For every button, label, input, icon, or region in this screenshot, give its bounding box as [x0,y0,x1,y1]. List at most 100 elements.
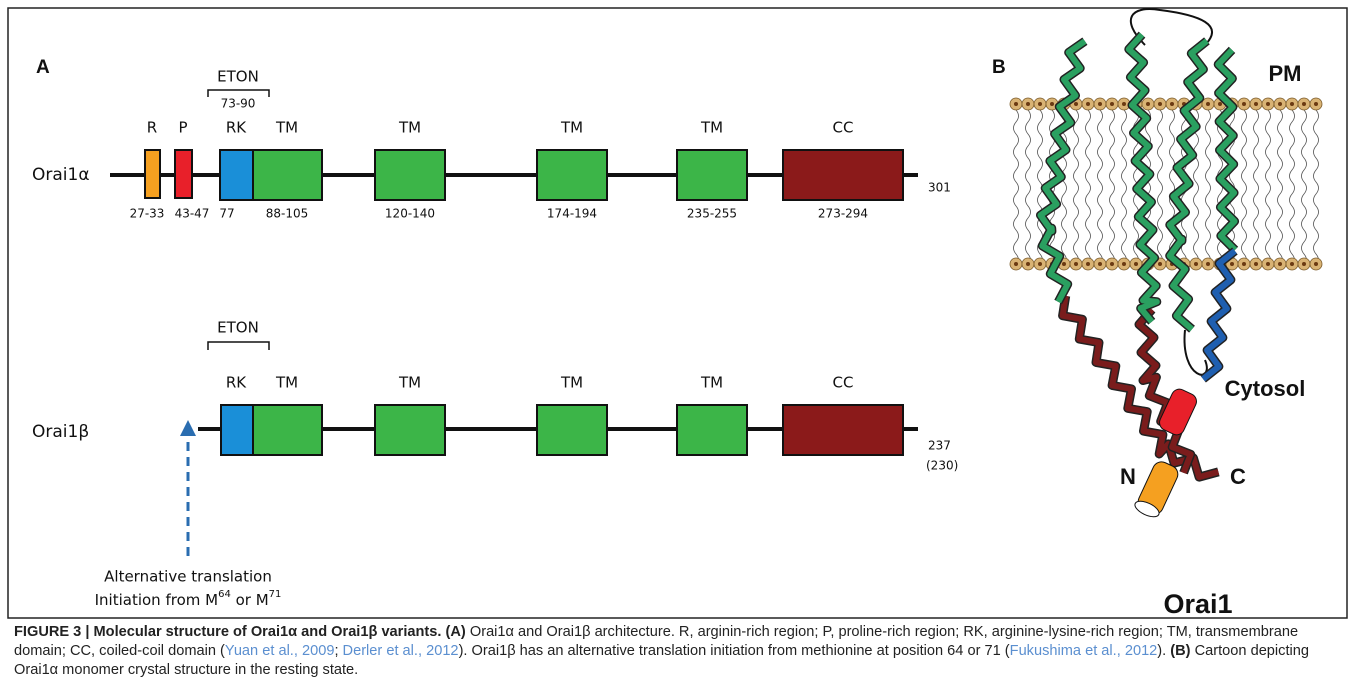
domain-label: TM [275,119,298,137]
lipid-head [1050,102,1054,106]
lipid-tail [1110,110,1115,266]
eton-label: ETON [217,68,259,86]
range-label: 174-194 [547,207,597,221]
lipid-head [1038,102,1042,106]
lipid-head [1110,102,1114,106]
lipid-tail [1026,110,1031,266]
domain-label: P [178,119,187,137]
range-label: 43-47 [175,207,210,221]
lipid-head [1086,102,1090,106]
beta-diagram: ETON Orai1β RK TM TM TM TM CC 237 (230) … [32,319,958,609]
note-sup: 64 [218,589,231,600]
panel-label: A [36,57,50,78]
lipid-head [1278,102,1282,106]
lipid-tail [1254,110,1259,266]
lipid-head [1314,262,1318,266]
lipid-head [1266,262,1270,266]
citation[interactable]: Derler et al., 2012 [343,643,459,659]
lipid-tail [1014,110,1019,266]
protein-cartoon: PM Cytosol N C Orai1 [1010,9,1322,619]
cytosol-label: Cytosol [1225,376,1306,401]
lipid-head [1254,262,1258,266]
lipid-head [1026,262,1030,266]
lipid-head [1122,102,1126,106]
caption-text: ). [1157,643,1170,659]
range-label: 235-255 [687,207,737,221]
terminus-label: N [1120,464,1136,489]
domain-label: TM [560,374,583,392]
lipid-head [1254,102,1258,106]
alpha-diagram: ETON 73-90 Orai1α R P RK TM TM TM TM CC … [32,68,951,221]
domain-label: TM [700,119,723,137]
lipid-head [1230,262,1234,266]
caption: FIGURE 3 | Molecular structure of Orai1α… [14,623,1339,680]
citation[interactable]: Yuan et al., 2009 [225,643,335,659]
lipid-tail [1266,110,1271,266]
note-part: Initiation from M [95,591,218,609]
lipid-head [1206,262,1210,266]
domain-label: TM [398,374,421,392]
range-label: 273-294 [818,207,868,221]
domain-label: TM [398,119,421,137]
protein-label: Orai1 [1163,589,1232,619]
panel-label: B [992,57,1006,78]
range-label: 120-140 [385,207,435,221]
lipid-head [1146,102,1150,106]
lipid-head [1122,262,1126,266]
caption-title: FIGURE 3 | Molecular structure of Orai1α… [14,624,441,640]
note: Alternative translation [104,568,272,586]
membrane-label: PM [1269,61,1302,86]
variant-name: Orai1β [32,422,89,442]
note: Initiation from M64 or M71 [95,589,282,609]
domain-label: CC [833,119,854,137]
lipid-head [1302,262,1306,266]
variant-name: Orai1α [32,165,90,185]
end-label: (230) [926,459,958,473]
lipid-head [1038,262,1042,266]
lipid-tail [1302,110,1307,266]
lipid-head [1314,102,1318,106]
lipid-tail [1278,110,1283,266]
caption-text: ). Orai1β has an alternative translation… [459,643,1010,659]
lipid-head [1074,102,1078,106]
lipid-head [1110,262,1114,266]
domain-label: TM [275,374,298,392]
domain-label: CC [833,374,854,392]
lipid-head [1158,102,1162,106]
range-label: 88-105 [266,207,309,221]
lipid-head [1086,262,1090,266]
caption-panel: (B) [1170,643,1190,659]
range-label: 77 [219,207,234,221]
lipid-head [1098,262,1102,266]
eton-range: 73-90 [221,97,256,111]
lipid-head [1194,262,1198,266]
citation[interactable]: Fukushima et al., 2012 [1010,643,1158,659]
range-label: 27-33 [130,207,165,221]
lipid-head [1266,102,1270,106]
lipid-head [1098,102,1102,106]
note-sup: 71 [269,589,282,600]
lipid-tail [1098,110,1103,266]
lipid-head [1158,262,1162,266]
lipid-head [1206,102,1210,106]
domain-label: TM [560,119,583,137]
lipid-head [1290,102,1294,106]
note-part: or M [231,591,269,609]
figure: A B ETON 73-90 Orai1α R P RK TM TM TM TM… [0,0,1355,622]
lipid-head [1302,102,1306,106]
lipid-head [1074,262,1078,266]
lipid-tail [1086,110,1091,266]
end-label: 237 [928,439,951,453]
end-label: 301 [928,181,951,195]
lipid-head [1170,102,1174,106]
lipid-head [1278,262,1282,266]
lipid-tail [1158,110,1163,266]
lipid-head [1290,262,1294,266]
caption-panel: (A) [446,624,466,640]
lipid-tail [1206,110,1211,266]
lipid-tail [1242,110,1247,266]
lipid-head [1218,102,1222,106]
lipid-tail [1314,110,1319,266]
lipid-tail [1122,110,1127,266]
domain-label: R [147,119,157,137]
